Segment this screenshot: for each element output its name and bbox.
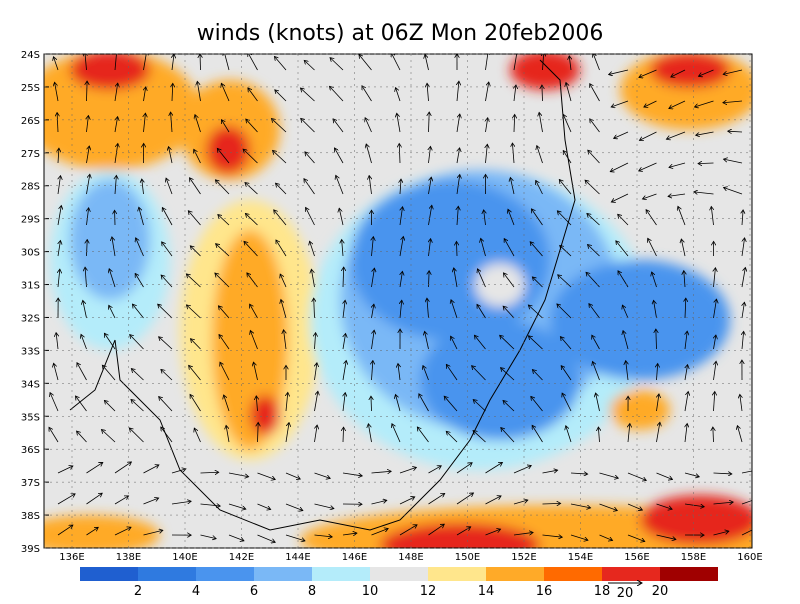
colorbar-label: 6 (250, 584, 258, 599)
lon-label: 154E (568, 552, 593, 563)
wind-arrow (343, 427, 344, 442)
title: winds (knots) at 06Z Mon 20feb2006 (197, 21, 604, 46)
lat-label: 30S (21, 248, 40, 259)
lon-label: 160E (737, 552, 762, 563)
lon-label: 140E (172, 552, 197, 563)
lat-label: 35S (21, 412, 40, 423)
lat-label: 27S (21, 149, 40, 160)
colorbar-segment (254, 567, 312, 581)
lon-label: 142E (229, 552, 254, 563)
colorbar-label: 8 (308, 584, 316, 599)
lon-label: 156E (624, 552, 649, 563)
colorbar-label: 20 (652, 584, 669, 599)
lat-label: 29S (21, 215, 40, 226)
lat-label: 32S (21, 313, 40, 324)
colorbar-label: 16 (536, 584, 553, 599)
lon-label: 152E (511, 552, 536, 563)
colorbar-label: 18 (594, 584, 611, 599)
lat-label: 24S (21, 50, 40, 61)
colorbar-label: 10 (362, 584, 379, 599)
reference-label: 20 (617, 586, 634, 600)
lon-label: 144E (285, 552, 310, 563)
lat-label: 33S (21, 346, 40, 357)
colorbar-segment (370, 567, 428, 581)
colorbar-label: 14 (478, 584, 495, 599)
colorbar-segment (196, 567, 254, 581)
lon-label: 148E (398, 552, 423, 563)
lat-label: 39S (21, 544, 40, 555)
lon-label: 158E (681, 552, 706, 563)
lat-label: 31S (21, 281, 40, 292)
lon-label: 136E (59, 552, 84, 563)
lon-label: 150E (455, 552, 480, 563)
wind-arrow (456, 241, 457, 256)
lat-label: 26S (21, 116, 40, 127)
colorbar-segment (602, 567, 660, 581)
field (20, 50, 800, 575)
colorbar-segment (80, 567, 138, 581)
lon-label: 146E (342, 552, 367, 563)
lat-label: 37S (21, 478, 40, 489)
lat-label: 36S (21, 445, 40, 456)
colorbar-segment (544, 567, 602, 581)
lat-label: 38S (21, 511, 40, 522)
colorbar-label: 4 (192, 584, 200, 599)
colorbar-label: 12 (420, 584, 437, 599)
colorbar-segment (486, 567, 544, 581)
lat-label: 25S (21, 83, 40, 94)
colorbar-segment (428, 567, 486, 581)
colorbar-segment (660, 567, 718, 581)
wind-arrow (371, 396, 372, 411)
colorbar-segment (138, 567, 196, 581)
colorbar-label: 2 (134, 584, 142, 599)
colorbar-segment (312, 567, 370, 581)
lat-label: 34S (21, 379, 40, 390)
lon-label: 138E (116, 552, 141, 563)
lat-label: 28S (21, 182, 40, 193)
